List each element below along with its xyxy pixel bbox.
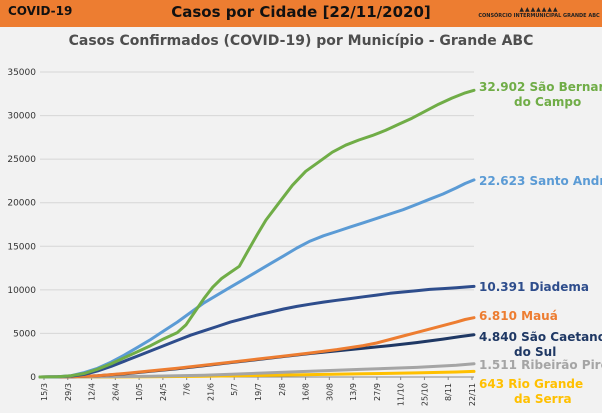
x-tick-label: 21/6 [206, 383, 215, 401]
series-end-name-line2: da Serra [514, 392, 572, 406]
y-tick-label: 30000 [7, 112, 36, 122]
series-end-label: 643 Rio Grande [479, 377, 583, 391]
x-tick-label: 24/5 [159, 383, 168, 401]
header-center-title: Casos por Cidade [22/11/2020] [171, 3, 431, 21]
chart-title: Casos Confirmados (COVID-19) por Municíp… [68, 33, 534, 49]
series-end-name: Mauá [521, 309, 558, 323]
y-tick-label: 0 [30, 373, 36, 383]
header-left-title: COVID-19 [8, 4, 73, 18]
series-end-name-line2: do Campo [514, 95, 581, 109]
series-line [38, 284, 476, 379]
series-end-name: Ribeirão Pires [521, 358, 602, 372]
series-end-value: 6.810 [479, 309, 521, 323]
series-line [38, 178, 476, 379]
x-tick-label: 16/8 [302, 383, 311, 401]
series-lines [38, 88, 476, 379]
series-end-value: 4.840 [479, 330, 521, 344]
x-tick-label: 26/4 [111, 383, 120, 401]
logo-mark-icon: ▲▲▲▲▲▲▲ [519, 6, 559, 13]
series-end-value: 22.623 [479, 174, 529, 188]
x-tick-label: 15/3 [40, 383, 49, 401]
x-axis-ticks: 15/3 29/3 12/4 26/4 10/5 24/5 7/6 21/6 5/7 19/7 2/… [40, 377, 477, 406]
x-tick-label: 30/8 [325, 383, 334, 401]
header-bar: COVID-19 Casos por Cidade [22/11/2020] ▲… [0, 0, 602, 27]
series-end-name: Santo André [529, 174, 602, 188]
logo-text: Consórcio Intermunicipal Grande ABC [478, 13, 600, 19]
series-end-value: 643 [479, 377, 508, 391]
x-tick-label: 10/5 [135, 383, 144, 401]
series-end-label: 4.840 São Caetano [479, 330, 602, 344]
series-end-label: 22.623 Santo André [479, 174, 602, 188]
x-tick-label: 29/3 [64, 383, 73, 401]
series-end-name: Diadema [529, 280, 589, 294]
series-line [38, 362, 476, 379]
y-tick-label: 15000 [7, 242, 36, 252]
series-line [38, 316, 476, 379]
x-tick-label: 12/4 [88, 383, 97, 401]
x-tick-label: 22/11 [468, 383, 477, 406]
series-end-label: 1.511 Ribeirão Pires [479, 358, 602, 372]
series-line [38, 88, 476, 379]
x-tick-label: 27/9 [373, 383, 382, 401]
series-end-value: 32.902 [479, 80, 529, 94]
series-end-value: 1.511 [479, 358, 521, 372]
x-tick-label: 7/6 [183, 383, 192, 396]
grid-lines [40, 71, 474, 378]
x-tick-label: 5/7 [230, 383, 239, 396]
series-end-name: São Caetano [521, 330, 602, 344]
x-tick-label: 11/10 [397, 383, 406, 406]
y-tick-label: 5000 [13, 329, 36, 339]
y-tick-label: 35000 [7, 68, 36, 78]
x-tick-label: 13/9 [349, 383, 358, 401]
series-end-label: 10.391 Diadema [479, 280, 589, 294]
series-line [38, 333, 476, 379]
series-end-labels: 32.902 São Bernardodo Campo 22.623 Santo … [479, 80, 602, 406]
series-end-name: Rio Grande [508, 377, 583, 391]
series-end-value: 10.391 [479, 280, 529, 294]
y-tick-label: 25000 [7, 155, 36, 165]
series-end-label: 6.810 Mauá [479, 309, 558, 323]
x-tick-label: 19/7 [254, 383, 263, 401]
y-axis-ticks: 0 5000 10000 15000 20000 25000 30000 35000 [7, 68, 36, 383]
consortium-logo: ▲▲▲▲▲▲▲ Consórcio Intermunicipal Grande … [478, 2, 600, 24]
y-tick-label: 20000 [7, 199, 36, 209]
x-tick-label: 2/8 [278, 383, 287, 396]
x-tick-label: 25/10 [420, 383, 429, 406]
y-tick-label: 10000 [7, 286, 36, 296]
x-tick-label: 8/11 [444, 383, 453, 401]
series-end-name-line2: do Sul [514, 345, 556, 359]
